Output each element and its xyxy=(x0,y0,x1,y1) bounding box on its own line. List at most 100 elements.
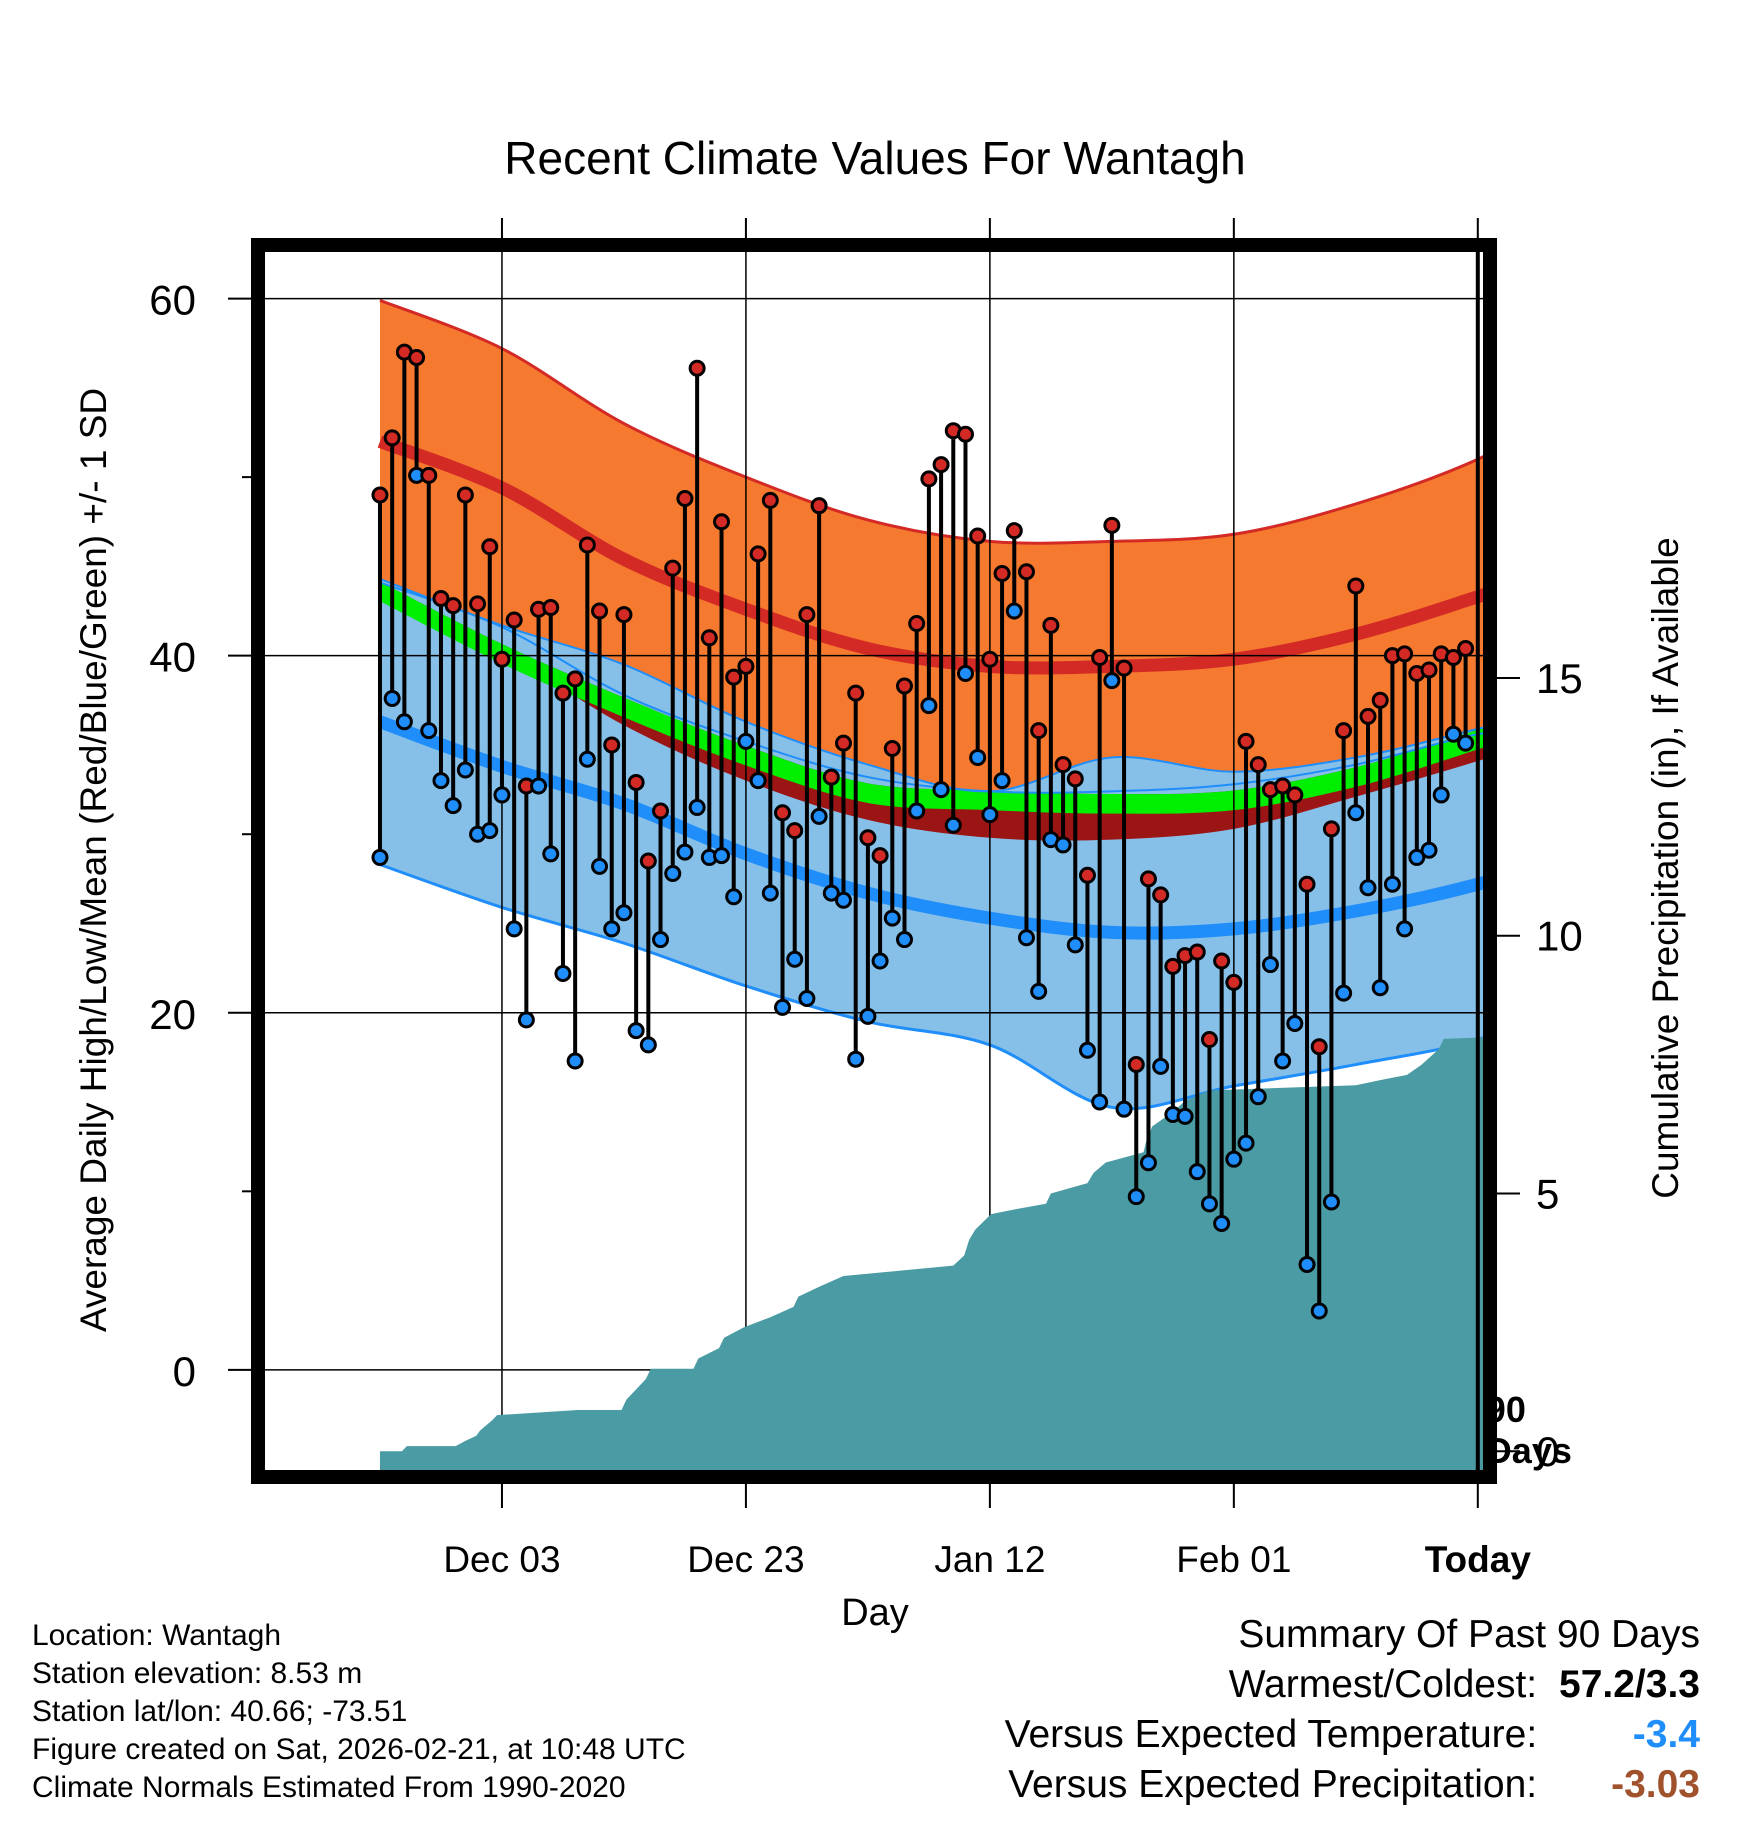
low-temp-point xyxy=(1274,1052,1292,1070)
high-temp-point xyxy=(456,486,474,504)
high-temp-point xyxy=(1030,722,1048,740)
low-temp-point xyxy=(1115,1100,1133,1118)
low-temp-point xyxy=(1176,1107,1194,1125)
low-temp-point xyxy=(1432,786,1450,804)
high-temp-point xyxy=(1066,770,1084,788)
summary-title: Summary Of Past 90 Days xyxy=(1238,1613,1700,1656)
high-temp-point xyxy=(444,597,462,615)
low-temp-point xyxy=(652,931,670,949)
high-temp-point xyxy=(383,429,401,447)
high-temp-point xyxy=(615,606,633,624)
high-temp-point xyxy=(603,736,621,754)
low-temp-point xyxy=(1054,836,1072,854)
high-temp-point xyxy=(554,684,572,702)
low-temp-point xyxy=(1347,804,1365,822)
latlon-text: Station lat/lon: 40.66; -73.51 xyxy=(32,1695,408,1728)
daily-range-stems xyxy=(377,352,1468,1311)
low-temp-point xyxy=(725,888,743,906)
high-temp-point xyxy=(688,359,706,377)
high-temp-point xyxy=(981,650,999,668)
low-temp-point xyxy=(920,697,938,715)
axis-ticks: 0 20 40 60 0 5 10 15 Dec 03 Dec 23 Jan 12 Feb 01 Tod… xyxy=(149,218,1583,1580)
high-temp-point xyxy=(1213,952,1231,970)
high-temp-point xyxy=(822,768,840,786)
high-temp-point xyxy=(408,348,426,366)
low-temp-point xyxy=(383,690,401,708)
low-temp-point xyxy=(981,806,999,824)
high-temp-point xyxy=(1286,786,1304,804)
low-temp-point xyxy=(713,847,731,865)
low-temp-point xyxy=(542,845,560,863)
high-temp-point xyxy=(1188,943,1206,961)
temp-vs-expected-label: Versus Expected Temperature: xyxy=(1004,1713,1538,1756)
x-tick-label: Dec 03 xyxy=(443,1539,560,1580)
low-temp-point xyxy=(505,920,523,938)
low-temp-point xyxy=(688,798,706,816)
plot-frame xyxy=(251,238,1497,1484)
low-temp-point xyxy=(639,1036,657,1054)
low-temp-point xyxy=(749,772,767,790)
high-temp-point xyxy=(1335,722,1353,740)
low-temp-point xyxy=(944,816,962,834)
high-temp-point xyxy=(1298,875,1316,893)
high-temp-point xyxy=(835,734,853,752)
high-temp-point xyxy=(469,595,487,613)
x-tick-label: Jan 12 xyxy=(934,1539,1045,1580)
high-temp-point xyxy=(932,456,950,474)
elevation-text: Station elevation: 8.53 m xyxy=(32,1657,363,1690)
low-temp-point xyxy=(1249,1088,1267,1106)
low-temp-point xyxy=(1383,875,1401,893)
high-temp-point xyxy=(1322,820,1340,838)
low-temp-point xyxy=(810,807,828,825)
high-temp-point xyxy=(493,650,511,668)
high-temp-point xyxy=(1054,756,1072,774)
low-temp-point xyxy=(895,931,913,949)
high-temp-point xyxy=(956,425,974,443)
high-temp-point xyxy=(1078,866,1096,884)
low-temp-point xyxy=(676,843,694,861)
low-temp-point xyxy=(1139,1154,1157,1172)
high-temp-point xyxy=(542,598,560,616)
high-temp-point xyxy=(505,611,523,629)
high-temp-point xyxy=(993,565,1011,583)
high-temp-point xyxy=(920,470,938,488)
low-temp-point xyxy=(481,822,499,840)
high-temp-point xyxy=(1164,957,1182,975)
warm-cold-label: Warmest/Coldest: xyxy=(1228,1663,1538,1706)
low-temp-point xyxy=(1359,879,1377,897)
low-temp-point xyxy=(847,1050,865,1068)
high-temp-point xyxy=(566,670,584,688)
low-temp-point xyxy=(530,777,548,795)
normals-text: Climate Normals Estimated From 1990-2020 xyxy=(32,1771,626,1804)
low-temp-point xyxy=(591,857,609,875)
high-temp-point xyxy=(481,538,499,556)
low-temp-point xyxy=(761,884,779,902)
low-temp-point xyxy=(956,665,974,683)
high-temp-point xyxy=(786,822,804,840)
low-temp-point xyxy=(1030,982,1048,1000)
high-temp-point xyxy=(1310,1038,1328,1056)
high-temp-point xyxy=(1371,691,1389,709)
high-temp-point xyxy=(1103,516,1121,534)
y2-tick-label-0: 0 xyxy=(1536,1428,1559,1475)
low-temp-point xyxy=(1322,1193,1340,1211)
high-temp-point xyxy=(908,615,926,633)
x-axis-label: Day xyxy=(841,1592,909,1634)
low-temp-point xyxy=(883,909,901,927)
high-temp-point xyxy=(1139,870,1157,888)
low-temp-point xyxy=(1188,1163,1206,1181)
low-temp-point xyxy=(603,920,621,938)
high-low-overlap-band xyxy=(379,581,1490,841)
precip-vs-expected-label: Versus Expected Precipitation: xyxy=(1008,1763,1538,1806)
high-temp-point xyxy=(798,606,816,624)
low-temp-point xyxy=(786,950,804,968)
precip-vs-expected-value: -3.03 xyxy=(1611,1763,1700,1806)
low-temp-point xyxy=(578,750,596,768)
low-temp-point xyxy=(859,1007,877,1025)
high-temp-point xyxy=(1200,1031,1218,1049)
low-temp-point xyxy=(420,722,438,740)
high-temp-point xyxy=(627,773,645,791)
high-temp-point xyxy=(969,527,987,545)
low-temp-point xyxy=(395,713,413,731)
low-temp-point xyxy=(554,964,572,982)
